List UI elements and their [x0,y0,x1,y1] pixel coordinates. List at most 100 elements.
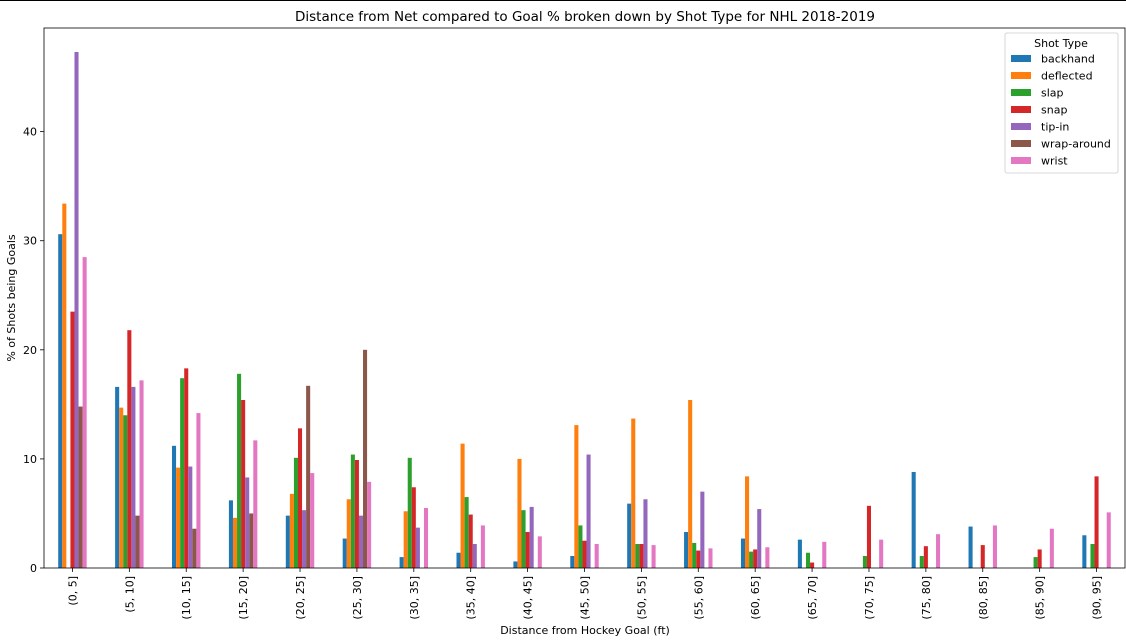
y-axis: 0 10 20 30 40 [23,126,44,575]
bar-tip-in-11 [700,491,705,568]
legend-label-slap: slap [1041,87,1064,100]
bar-tip-in-0 [74,52,79,568]
bar-snap-7 [468,514,473,568]
bar-tip-in-1 [131,386,136,568]
bar-wrist-1 [139,380,144,568]
x-tick-label: (20, 25] [294,576,307,620]
bar-deflected-11 [688,400,693,568]
bar-deflected-7 [460,443,465,568]
x-tick-label: (0, 5] [66,576,79,606]
bar-backhand-18 [1082,535,1087,568]
bar-slap-13 [805,552,811,568]
bar-snap-10 [639,544,644,568]
bar-snap-16 [980,545,985,568]
bar-wrist-5 [367,481,372,568]
x-tick-label: (5, 10] [123,576,136,613]
bar-wrist-0 [82,257,87,568]
x-tick-label: (90, 95] [1091,576,1104,620]
bar-tip-in-4 [302,510,307,568]
bar-snap-2 [184,368,189,568]
bar-wrist-9 [594,544,599,568]
x-tick-label: (65, 70] [806,576,819,620]
bar-deflected-9 [574,425,579,568]
bar-tip-in-2 [188,466,193,568]
legend-swatch-backhand [1011,55,1031,62]
y-tick-label: 40 [23,126,37,139]
x-tick-label: (10, 15] [180,576,193,620]
bar-snap-15 [923,546,928,568]
bar-snap-9 [582,540,587,568]
bar-backhand-0 [58,234,63,568]
bar-wrist-3 [253,440,258,568]
bar-deflected-4 [289,493,294,568]
legend-label-tip-in: tip-in [1041,121,1069,134]
legend-swatch-slap [1011,89,1031,96]
bar-slap-5 [350,454,355,568]
bar-slap-14 [862,556,867,568]
legend-label-snap: snap [1041,104,1067,117]
bar-slap-10 [635,544,640,568]
bar-tip-in-8 [529,506,534,568]
bar-backhand-3 [228,500,233,568]
bar-slap-11 [692,542,697,568]
bar-slap-17 [1033,557,1038,568]
bar-snap-3 [241,400,246,568]
bar-wrist-2 [196,413,201,568]
top-border [0,0,1126,1]
bar-backhand-2 [172,445,177,568]
legend-label-backhand: backhand [1041,53,1095,66]
legend-box [1004,32,1119,174]
bar-snap-18 [1094,476,1099,568]
bar-slap-7 [464,497,469,568]
bar-slap-6 [407,457,412,568]
bar-snap-6 [411,487,416,568]
bar-deflected-3 [232,517,238,568]
bar-deflected-1 [119,407,124,568]
bars-layer [58,52,1111,568]
x-axis-label: Distance from Hockey Goal (ft) [500,624,670,637]
bar-wrist-6 [423,508,429,568]
bar-slap-8 [521,510,526,568]
bar-wrist-17 [1049,528,1054,568]
bar-slap-18 [1090,544,1095,568]
bar-tip-in-6 [415,527,420,568]
bar-snap-11 [696,550,701,568]
x-tick-label: (25, 30] [351,576,364,620]
bar-wrap-around-1 [135,515,140,568]
bar-tip-in-9 [586,454,591,568]
bar-deflected-6 [403,511,408,568]
bar-snap-0 [70,311,75,568]
legend-swatch-snap [1011,106,1031,113]
bar-backhand-12 [740,538,746,568]
legend-swatch-wrist [1011,157,1031,164]
bar-backhand-4 [285,515,290,568]
bar-wrist-14 [879,539,884,568]
bar-tip-in-12 [757,509,762,568]
bar-wrap-around-0 [78,406,83,568]
bar-wrist-15 [936,534,941,568]
bar-slap-15 [919,556,924,568]
y-tick-label: 30 [23,235,37,248]
y-tick-label: 0 [30,562,37,575]
legend: Shot Type backhand deflected slap snap tip-i… [1004,32,1119,174]
bar-backhand-15 [911,472,916,568]
bar-tip-in-10 [643,499,648,568]
x-tick-label: (50, 55] [635,576,648,620]
legend-label-wrap-around: wrap-around [1041,138,1111,151]
legend-entries: backhand deflected slap snap tip-in wrap-arou… [1011,53,1111,168]
x-tick-label: (35, 40] [465,576,478,620]
bar-backhand-7 [456,552,461,568]
bar-deflected-2 [176,467,181,568]
x-tick-label: (75, 80] [920,576,933,620]
bar-backhand-8 [513,561,518,568]
bar-deflected-0 [62,203,67,568]
bar-wrap-around-5 [363,349,368,568]
bar-snap-13 [810,562,815,568]
bar-snap-12 [753,549,758,568]
bar-wrist-16 [992,525,997,568]
legend-swatch-tip-in [1011,123,1031,130]
y-tick-label: 10 [23,453,37,466]
bar-wrap-around-3 [249,513,254,568]
bar-wrist-13 [822,541,827,568]
